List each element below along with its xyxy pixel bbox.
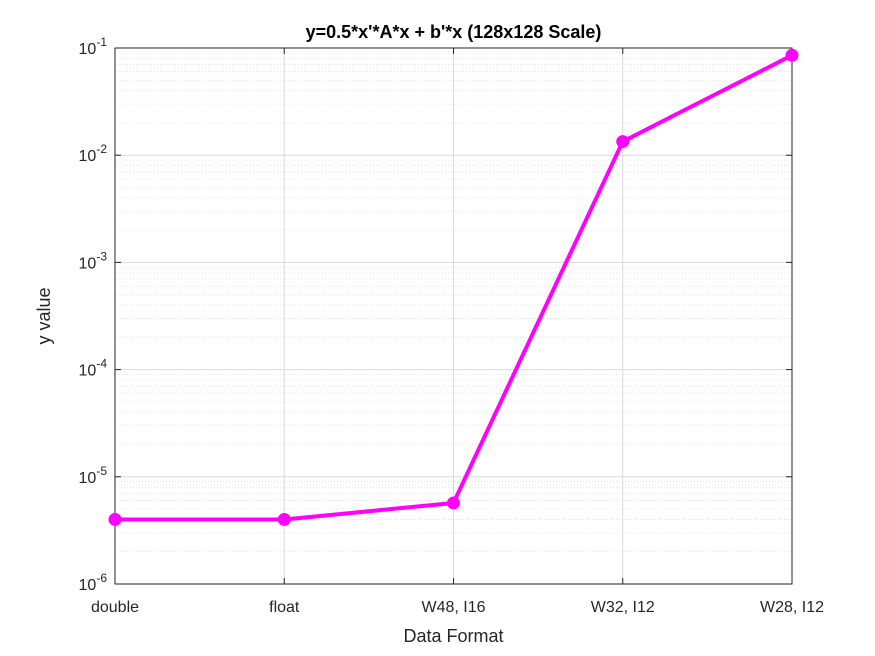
data-point (277, 512, 291, 526)
data-point (447, 496, 460, 510)
x-tick-label: W32, I12 (591, 599, 655, 616)
y-axis-title: y value (34, 287, 54, 344)
axis-ticks: 10-6 10-5 10-4 10-3 10-2 10-1 double float W48, … (79, 35, 825, 616)
x-tick-label: W48, I16 (421, 599, 485, 616)
data-series (108, 48, 799, 526)
x-tick-label: W28, I12 (760, 599, 824, 616)
y-tick-label: 10-4 (79, 357, 108, 380)
x-tick-label: float (269, 599, 300, 616)
x-axis-title: Data Format (403, 626, 503, 646)
data-point (785, 48, 799, 62)
data-point (616, 135, 630, 149)
y-tick-label: 10-6 (79, 571, 108, 594)
y-tick-label: 10-2 (79, 142, 108, 165)
chart-title: y=0.5*x'*A*x + b'*x (128x128 Scale) (306, 22, 602, 42)
y-tick-label: 10-5 (79, 464, 108, 487)
data-point (108, 512, 122, 526)
y-tick-label: 10-1 (79, 35, 108, 58)
y-tick-label: 10-3 (79, 249, 108, 272)
x-tick-label: double (91, 599, 139, 616)
